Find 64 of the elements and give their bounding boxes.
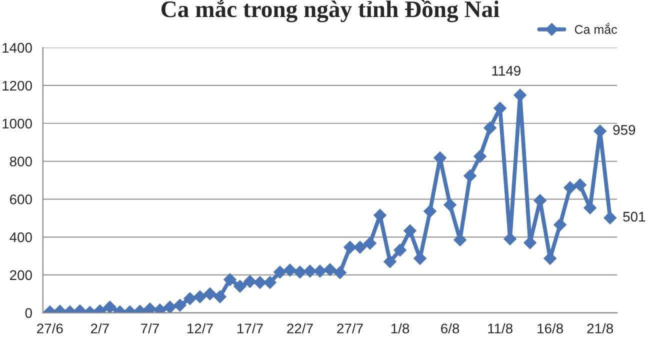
x-tick-label: 11/8 [488,323,512,334]
point [104,300,116,313]
point [504,232,516,246]
point [474,150,486,163]
point [404,224,416,238]
point [274,266,286,278]
point [144,302,156,313]
point [604,211,617,224]
point [334,266,346,280]
x-tick-label: 27/6 [37,323,63,334]
point [554,218,566,232]
y-tick-label: 0 [25,308,32,318]
x-tick-label: 6/8 [441,323,460,334]
y-tick-label: 1000 [2,118,32,129]
data-label: 501 [623,212,646,222]
x-tick-label: 22/7 [287,323,313,334]
point [344,240,356,254]
point [394,244,406,257]
point [234,280,246,293]
x-tick-label: 7/7 [140,323,159,334]
point [364,236,376,250]
point [224,273,236,286]
point [304,264,316,278]
point [384,255,396,268]
point [444,198,456,212]
chart-title: Ca mắc trong ngày tỉnh Đồng Nai [161,0,500,22]
point [314,264,326,278]
point [254,276,266,289]
x-tick-label: 12/7 [188,323,213,334]
point [164,300,176,313]
point [214,290,226,304]
y-tick-label: 200 [10,270,32,280]
point [204,287,216,300]
point [494,102,506,115]
point [564,181,576,194]
point [194,290,206,304]
y-tick-label: 800 [10,156,32,166]
legend-label: Ca mắc [574,22,618,34]
point [354,240,366,254]
point [174,298,186,312]
y-tick-label: 1400 [2,42,32,53]
x-tick-label: 2/7 [90,323,109,334]
x-tick-label: 27/7 [337,323,363,334]
y-tick-label: 400 [10,232,32,242]
point [264,276,276,289]
point [284,264,296,277]
x-tick-label: 1/8 [391,323,410,334]
point [424,204,436,218]
point [464,169,476,182]
x-tick-label: 21/8 [587,323,614,334]
point [484,122,496,134]
x-tick-label: 17/7 [238,323,263,334]
data-label: 959 [613,125,636,135]
data-label: 1149 [492,66,520,76]
y-tick-label: 600 [10,194,32,204]
y-tick-label: 1200 [2,80,32,91]
point [324,263,336,276]
point [514,88,526,102]
point [574,178,586,192]
x-tick-label: 16/8 [538,323,563,334]
point [524,236,536,250]
point [244,275,256,288]
point [294,266,306,278]
point [184,292,196,306]
